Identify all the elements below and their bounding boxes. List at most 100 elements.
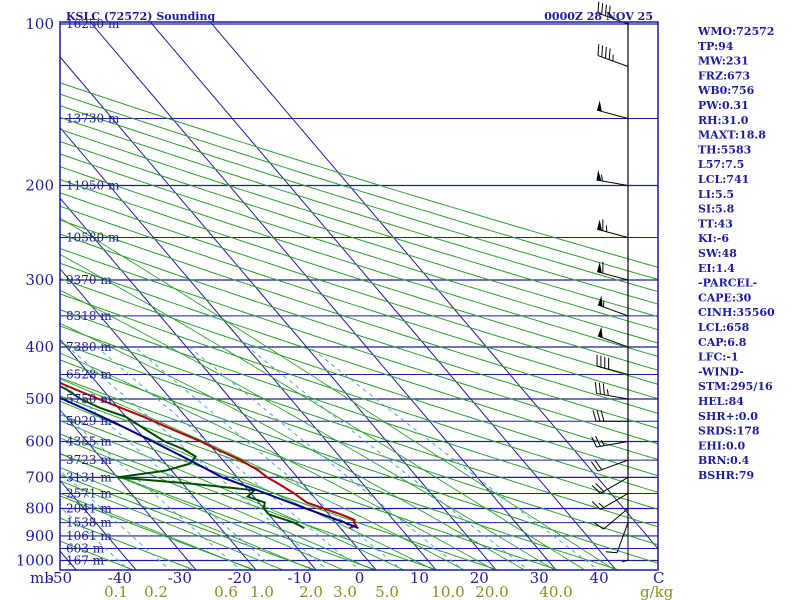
index-entry: SHR+:0.0 xyxy=(698,410,758,423)
height-label: 8318 m xyxy=(66,309,112,323)
isotherm-line xyxy=(60,126,437,570)
index-entry: LCL:741 xyxy=(698,173,749,186)
wind-barb xyxy=(597,326,629,348)
moist-adiabat-line xyxy=(60,400,435,570)
dry-adiabat-line xyxy=(60,205,658,400)
index-entry: L57:7.5 xyxy=(698,158,744,171)
isotherm-line xyxy=(209,22,658,550)
wind-barb xyxy=(596,261,629,281)
wind-barb xyxy=(596,100,629,119)
index-entry: LI:5.5 xyxy=(698,188,734,201)
height-label: 1061 m xyxy=(66,529,112,543)
mixing-ratio-tick-label: 3.0 xyxy=(333,583,357,600)
temperature-tick-label: 0 xyxy=(355,569,365,587)
mixing-ratio-tick-label: 1.0 xyxy=(250,583,274,600)
pressure-tick-label: 100 xyxy=(25,15,54,33)
index-entry: BSHR:79 xyxy=(698,469,754,482)
wind-barb xyxy=(621,528,629,563)
moist-adiabat-line xyxy=(60,420,405,570)
dry-adiabat-line xyxy=(60,128,658,318)
temperature-unit-label: C xyxy=(653,569,664,587)
wind-barb xyxy=(591,493,629,510)
dry-adiabat-line xyxy=(60,395,560,570)
moist-adiabat-line xyxy=(60,253,586,570)
moist-adiabat-line xyxy=(60,467,315,570)
mixing-ratio-tick-label: 0.2 xyxy=(144,583,168,600)
height-label: 1538 m xyxy=(66,516,112,530)
dry-adiabat-line xyxy=(60,82,658,268)
index-entry: TT:43 xyxy=(698,217,733,230)
dry-adiabat-line xyxy=(60,166,658,357)
mixing-ratio-tick-label: 10.0 xyxy=(431,583,464,600)
pressure-tick-label: 700 xyxy=(25,468,54,486)
mixing-ratio-tick-label: 40.0 xyxy=(539,583,572,600)
wind-barb xyxy=(597,295,629,317)
wind-barbs xyxy=(590,1,629,563)
temperature-tick-label: 20 xyxy=(470,569,489,587)
index-entry: MAXT:18.8 xyxy=(698,129,766,142)
height-label: 2041 m xyxy=(66,502,112,516)
dry-adiabat-line xyxy=(60,325,658,528)
height-label: 13730 m xyxy=(66,111,120,125)
height-labels: 16250 m 13730 m 11950 m 10580 m 9370 m 8318 m… xyxy=(66,17,120,568)
height-label: 603 m xyxy=(66,542,105,556)
isotherm-line xyxy=(149,22,617,570)
chart-datetime: 0000Z 28 NOV 25 xyxy=(544,10,653,23)
dry-adiabat-line xyxy=(60,262,658,461)
index-entry: KI:-6 xyxy=(698,232,729,245)
index-entry: CAPE:30 xyxy=(698,291,752,304)
height-label: 16250 m xyxy=(66,17,120,31)
mixing-ratio-tick-label: 0.6 xyxy=(214,583,238,600)
isotherm-line xyxy=(60,267,317,570)
height-label: 2571 m xyxy=(66,486,112,500)
temperature-tick-label: -50 xyxy=(48,569,72,587)
moist-adiabat-line xyxy=(60,437,375,570)
pressure-tick-label: 600 xyxy=(25,432,54,450)
height-label: 9370 m xyxy=(66,273,112,287)
index-entry: FRZ:673 xyxy=(698,69,750,82)
index-entry: CINH:35560 xyxy=(698,306,775,319)
index-entry: SRDS:178 xyxy=(698,425,760,438)
dry-adiabat-line xyxy=(60,342,658,546)
index-entry: STM:295/16 xyxy=(698,380,773,393)
isotherm-line xyxy=(60,56,497,570)
mixing-ratio-tick-label: 2.0 xyxy=(299,583,323,600)
index-entry: MW:231 xyxy=(698,55,749,68)
dry-adiabat-line xyxy=(60,433,439,570)
dry-adiabat-line xyxy=(60,247,658,445)
dry-adiabat-line xyxy=(60,93,658,280)
mixing-ratio-unit-label: g/kg xyxy=(640,583,674,600)
height-label: 10580 m xyxy=(66,230,120,244)
height-label: 4355 m xyxy=(66,434,112,448)
isotherm-line xyxy=(60,409,197,570)
wind-barb xyxy=(593,508,629,530)
dry-adiabat-line xyxy=(60,116,658,305)
temperature-tick-label: -40 xyxy=(108,569,132,587)
temperature-profile-line xyxy=(60,381,358,530)
dry-adiabat-line xyxy=(60,233,658,429)
pressure-tick-label: 900 xyxy=(25,527,54,545)
moist-adiabat-line xyxy=(60,492,255,570)
height-label: 167 m xyxy=(66,554,105,568)
mixing-ratio-tick-label: 5.0 xyxy=(375,583,399,600)
index-entry: WMO:72572 xyxy=(697,25,774,38)
pressure-tick-label: 200 xyxy=(25,177,54,195)
pressure-tick-label: 300 xyxy=(25,271,54,289)
moist-adiabat-line xyxy=(60,289,556,570)
temperature-tick-label: -10 xyxy=(288,569,312,587)
dry-adiabat-line xyxy=(60,153,658,344)
wind-barb xyxy=(591,476,629,494)
dry-adiabat-line xyxy=(60,277,658,477)
height-label: 6528 m xyxy=(66,367,112,381)
mixing-ratio-tick-label: 0.1 xyxy=(104,583,128,600)
dry-adiabat-line xyxy=(60,179,658,371)
mixing-ratio-line xyxy=(309,346,600,570)
mixing-ratio-tick-label: 20.0 xyxy=(475,583,508,600)
mixing-ratio-line xyxy=(60,470,171,570)
index-entry: SI:5.8 xyxy=(698,203,735,216)
index-entry: RH:31.0 xyxy=(698,114,749,127)
dry-adiabat-line xyxy=(60,309,658,510)
mixing-ratio-line xyxy=(247,346,530,570)
